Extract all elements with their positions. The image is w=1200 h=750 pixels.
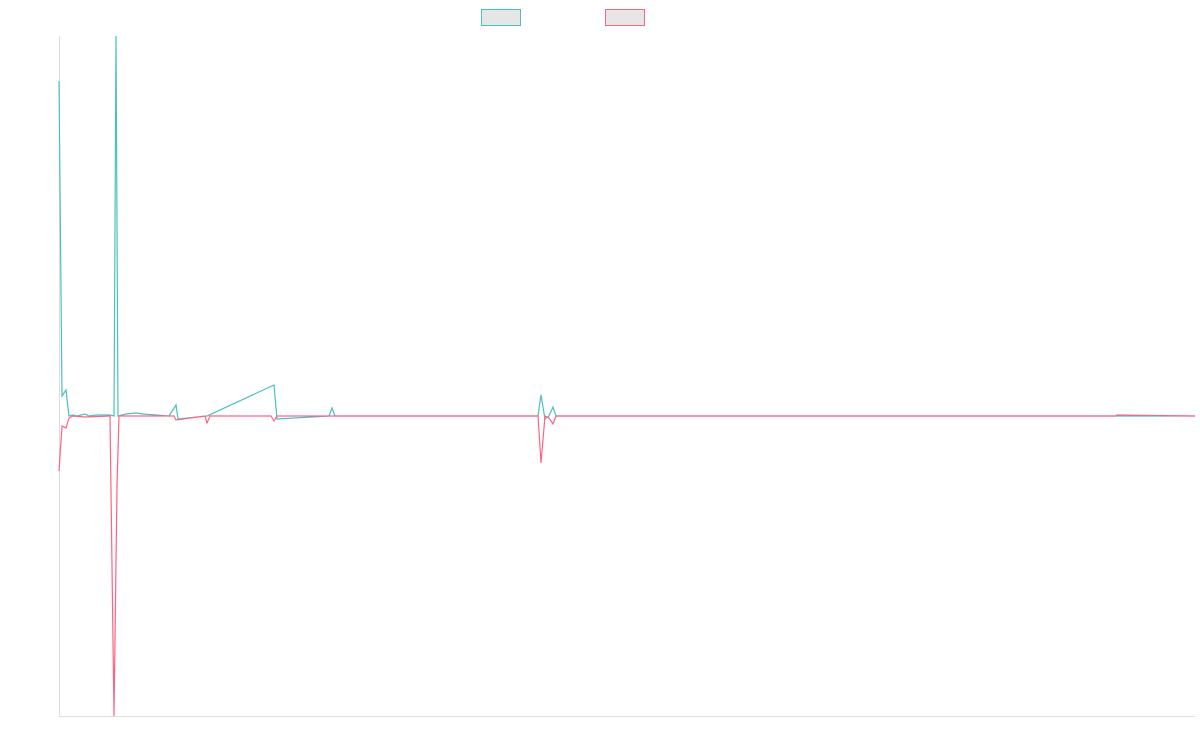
legend-swatch bbox=[481, 9, 521, 26]
series-line bbox=[58, 414, 1196, 717]
legend-swatch bbox=[605, 9, 645, 26]
series-line bbox=[58, 35, 1195, 421]
